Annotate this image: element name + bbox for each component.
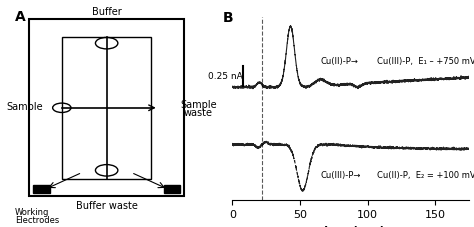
Text: Cu(II)-P,  E₂ = +100 mV: Cu(II)-P, E₂ = +100 mV: [377, 170, 474, 179]
Text: Cu(III)-P,  E₁ – +750 mV: Cu(III)-P, E₁ – +750 mV: [377, 56, 474, 65]
Text: B: B: [223, 11, 233, 25]
Text: A: A: [15, 10, 26, 24]
Text: Cu(III)-P→: Cu(III)-P→: [320, 170, 361, 179]
Text: 0.25 nA: 0.25 nA: [208, 72, 242, 81]
Text: waste: waste: [184, 107, 213, 117]
Text: Sample: Sample: [7, 101, 44, 111]
Text: Cu(II)-P→: Cu(II)-P→: [320, 56, 358, 65]
Text: Buffer waste: Buffer waste: [76, 200, 137, 210]
X-axis label: Time (sec): Time (sec): [316, 225, 385, 227]
Text: Sample: Sample: [180, 99, 217, 109]
Polygon shape: [164, 185, 180, 193]
Polygon shape: [33, 185, 50, 193]
Text: Buffer: Buffer: [92, 7, 121, 17]
Text: Electrodes: Electrodes: [15, 215, 59, 224]
Text: Working: Working: [15, 207, 49, 216]
